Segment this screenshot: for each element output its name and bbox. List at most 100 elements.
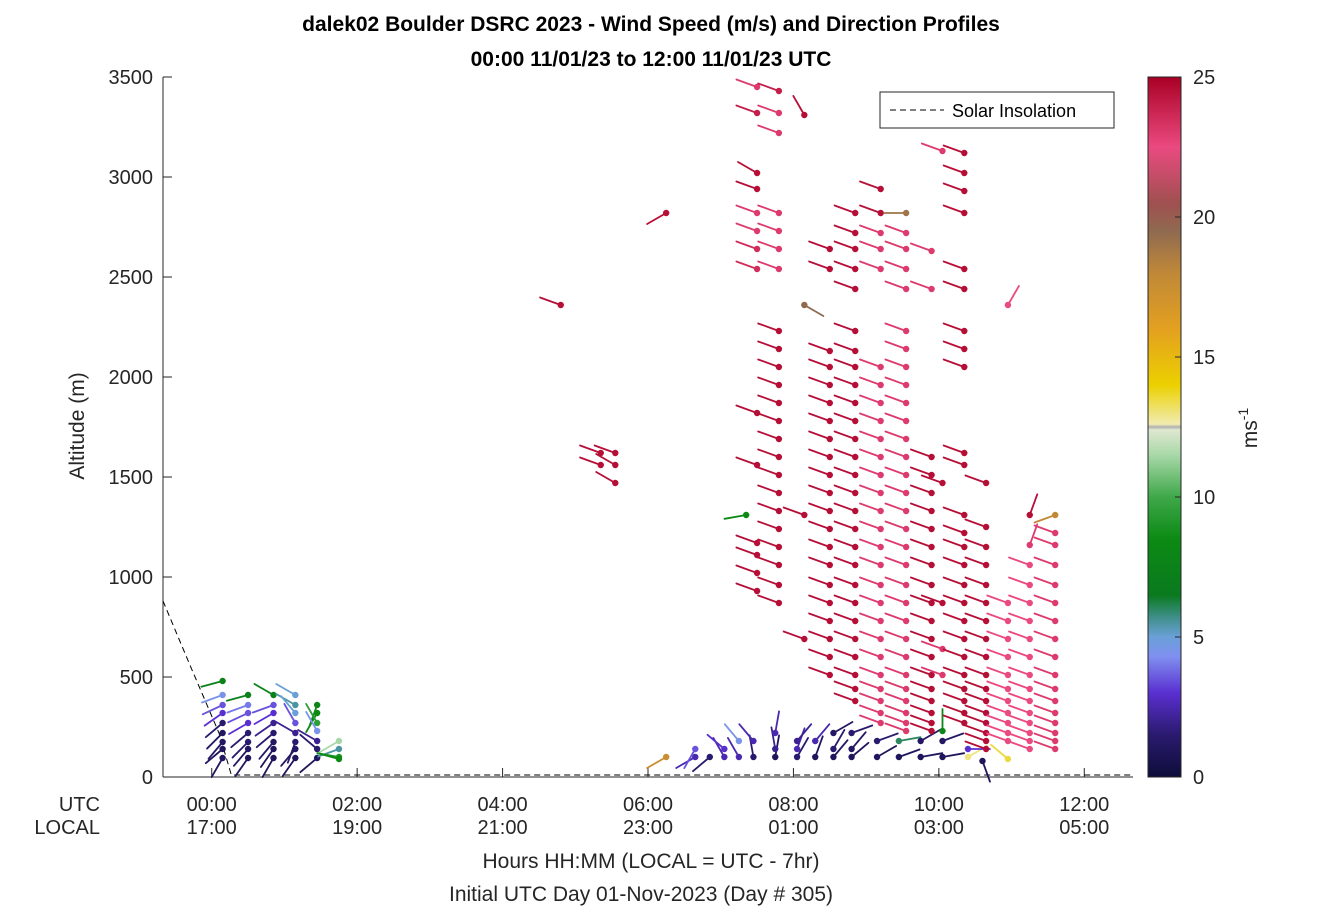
wind-barb-point (219, 701, 226, 709)
wind-barb-shaft (942, 556, 966, 566)
wind-barb-shaft (1028, 523, 1039, 546)
wind-barb-shaft (305, 711, 319, 732)
wind-barb-point (775, 109, 783, 117)
wind-barb-shaft (1028, 493, 1039, 516)
wind-barb-point (244, 709, 252, 717)
wind-barb-shaft (1008, 714, 1031, 724)
wind-barb-point (612, 479, 619, 487)
wind-barb-point (902, 685, 910, 693)
wind-barb-point (902, 507, 910, 515)
wind-barb-shaft (910, 538, 933, 548)
x-tick-label-local: 01:00 (768, 817, 818, 839)
wind-barb-shaft (757, 520, 780, 530)
wind-barb-point (1051, 685, 1059, 693)
wind-barb-point (1004, 697, 1012, 705)
wind-barb-point (826, 507, 833, 515)
wind-barb-point (982, 543, 990, 551)
wind-barb-point (928, 653, 935, 661)
wind-barb-point (1026, 685, 1033, 693)
wind-barb-point (1051, 653, 1059, 661)
wind-barb-point (597, 461, 604, 469)
wind-barb-shaft (884, 666, 908, 676)
wind-barb-shaft (770, 726, 777, 750)
wind-barb-shaft (876, 732, 899, 742)
wind-barb-shaft (203, 712, 224, 727)
wind-barb-shaft (942, 612, 966, 622)
wind-barb-point (928, 581, 935, 589)
wind-barb-point (848, 729, 855, 737)
wind-barb-shaft (942, 144, 966, 154)
wind-barb-shaft (942, 204, 966, 214)
wind-barb-shaft (757, 240, 780, 250)
y-tick-label: 2500 (109, 267, 154, 289)
wind-barb-shaft (683, 748, 697, 769)
wind-barb-point (270, 701, 277, 709)
wind-barb-point (982, 737, 990, 745)
wind-barb-point (902, 653, 910, 661)
wind-barb-shaft (910, 612, 933, 622)
y-tick-label: 0 (142, 767, 153, 789)
wind-barb-point (826, 525, 833, 533)
wind-barb-shaft (884, 692, 908, 702)
wind-barb-point (902, 327, 910, 335)
wind-barb-shaft (757, 340, 780, 350)
wind-barb-shaft (920, 666, 944, 676)
wind-barb-shaft (723, 723, 740, 742)
x-axis-label: Hours HH:MM (LOCAL = UTC - 7hr) (482, 850, 819, 873)
wind-barb-point (219, 719, 226, 727)
wind-barb-point (244, 729, 252, 737)
wind-barb-point (902, 209, 910, 217)
wind-barb-point (826, 399, 833, 407)
wind-barb-shaft (942, 322, 966, 332)
wind-barb-shaft (859, 556, 882, 566)
wind-barb-shaft (230, 732, 249, 749)
wind-barb-point (873, 737, 881, 745)
wind-barb-shaft (735, 222, 758, 232)
wind-barb-point (775, 581, 783, 589)
wind-barb-point (852, 363, 859, 371)
wind-barb-point (557, 301, 564, 309)
wind-barb-shaft (884, 612, 908, 622)
wind-barb-point (961, 169, 968, 177)
wind-barb-shaft (808, 394, 831, 404)
wind-barb-point (961, 635, 968, 643)
wind-barb-shaft (735, 78, 758, 88)
wind-barb-point (826, 435, 833, 443)
wind-barb-shaft (757, 502, 780, 512)
wind-barb-shaft (757, 376, 780, 386)
wind-barb-shaft (833, 520, 857, 530)
wind-barb-shaft (796, 737, 809, 758)
wind-barb-point (735, 737, 743, 745)
wind-barb-point (826, 245, 833, 253)
wind-barb-shaft (275, 721, 297, 734)
wind-barb-point (877, 471, 884, 479)
wind-barb-shaft (226, 704, 249, 714)
colorbar-tick-label: 20 (1193, 207, 1215, 229)
wind-barb-point (775, 507, 783, 515)
wind-barb-shaft (757, 358, 780, 368)
wind-barb-shaft (910, 484, 933, 494)
wind-barb-point (1051, 599, 1059, 607)
wind-barb-shaft (859, 666, 882, 676)
wind-barb-point (1026, 581, 1033, 589)
wind-barb-shaft (814, 735, 824, 758)
wind-barb-point (982, 635, 990, 643)
wind-barb-shaft (986, 724, 1009, 734)
wind-barb-point (1051, 617, 1059, 625)
wind-barb-point (902, 581, 910, 589)
wind-barb-point (793, 753, 801, 761)
wind-barb-point (753, 109, 761, 117)
wind-barb-shaft (941, 732, 965, 742)
wind-barb-point (735, 753, 743, 761)
wind-barb-point (873, 753, 881, 761)
wind-barb-point (775, 453, 783, 461)
wind-barb-shaft (833, 224, 857, 234)
wind-barb-shaft (255, 732, 275, 749)
wind-barb-point (961, 709, 968, 717)
wind-barb-point (313, 727, 321, 735)
wind-barb-point (961, 265, 968, 273)
wind-barb-shaft (964, 666, 988, 676)
wind-barb-shaft (942, 260, 966, 270)
wind-barb-shaft (319, 740, 340, 753)
